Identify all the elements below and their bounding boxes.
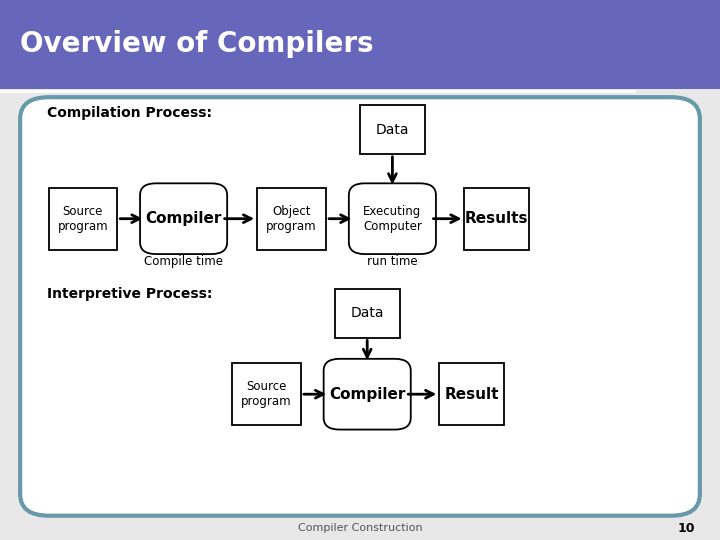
- Bar: [464, 187, 529, 249]
- FancyBboxPatch shape: [140, 184, 228, 254]
- Text: 10: 10: [678, 522, 695, 535]
- Text: Result: Result: [444, 387, 499, 402]
- Text: Data: Data: [351, 306, 384, 320]
- Text: Interpretive Process:: Interpretive Process:: [47, 287, 212, 301]
- Text: Compiler: Compiler: [329, 387, 405, 402]
- Text: Object
program: Object program: [266, 205, 317, 233]
- Text: Executing
Computer: Executing Computer: [363, 205, 422, 233]
- Text: run time: run time: [367, 255, 418, 268]
- Text: Overview of Compilers: Overview of Compilers: [20, 30, 374, 58]
- FancyBboxPatch shape: [20, 97, 700, 516]
- Text: Compilation Process:: Compilation Process:: [47, 106, 212, 120]
- Text: Data: Data: [376, 123, 409, 137]
- Text: Source
program: Source program: [58, 205, 108, 233]
- Text: Compile time: Compile time: [144, 255, 223, 268]
- Bar: [360, 105, 425, 154]
- FancyBboxPatch shape: [324, 359, 410, 430]
- Bar: [439, 363, 504, 426]
- Bar: [49, 187, 117, 249]
- FancyBboxPatch shape: [0, 0, 720, 89]
- Bar: [258, 187, 325, 249]
- Text: Compiler: Compiler: [145, 211, 222, 226]
- Bar: [335, 289, 400, 338]
- FancyBboxPatch shape: [349, 184, 436, 254]
- Text: Compiler Construction: Compiler Construction: [297, 523, 423, 533]
- Text: Results: Results: [465, 211, 528, 226]
- Text: Source
program: Source program: [241, 380, 292, 408]
- Bar: [232, 363, 301, 426]
